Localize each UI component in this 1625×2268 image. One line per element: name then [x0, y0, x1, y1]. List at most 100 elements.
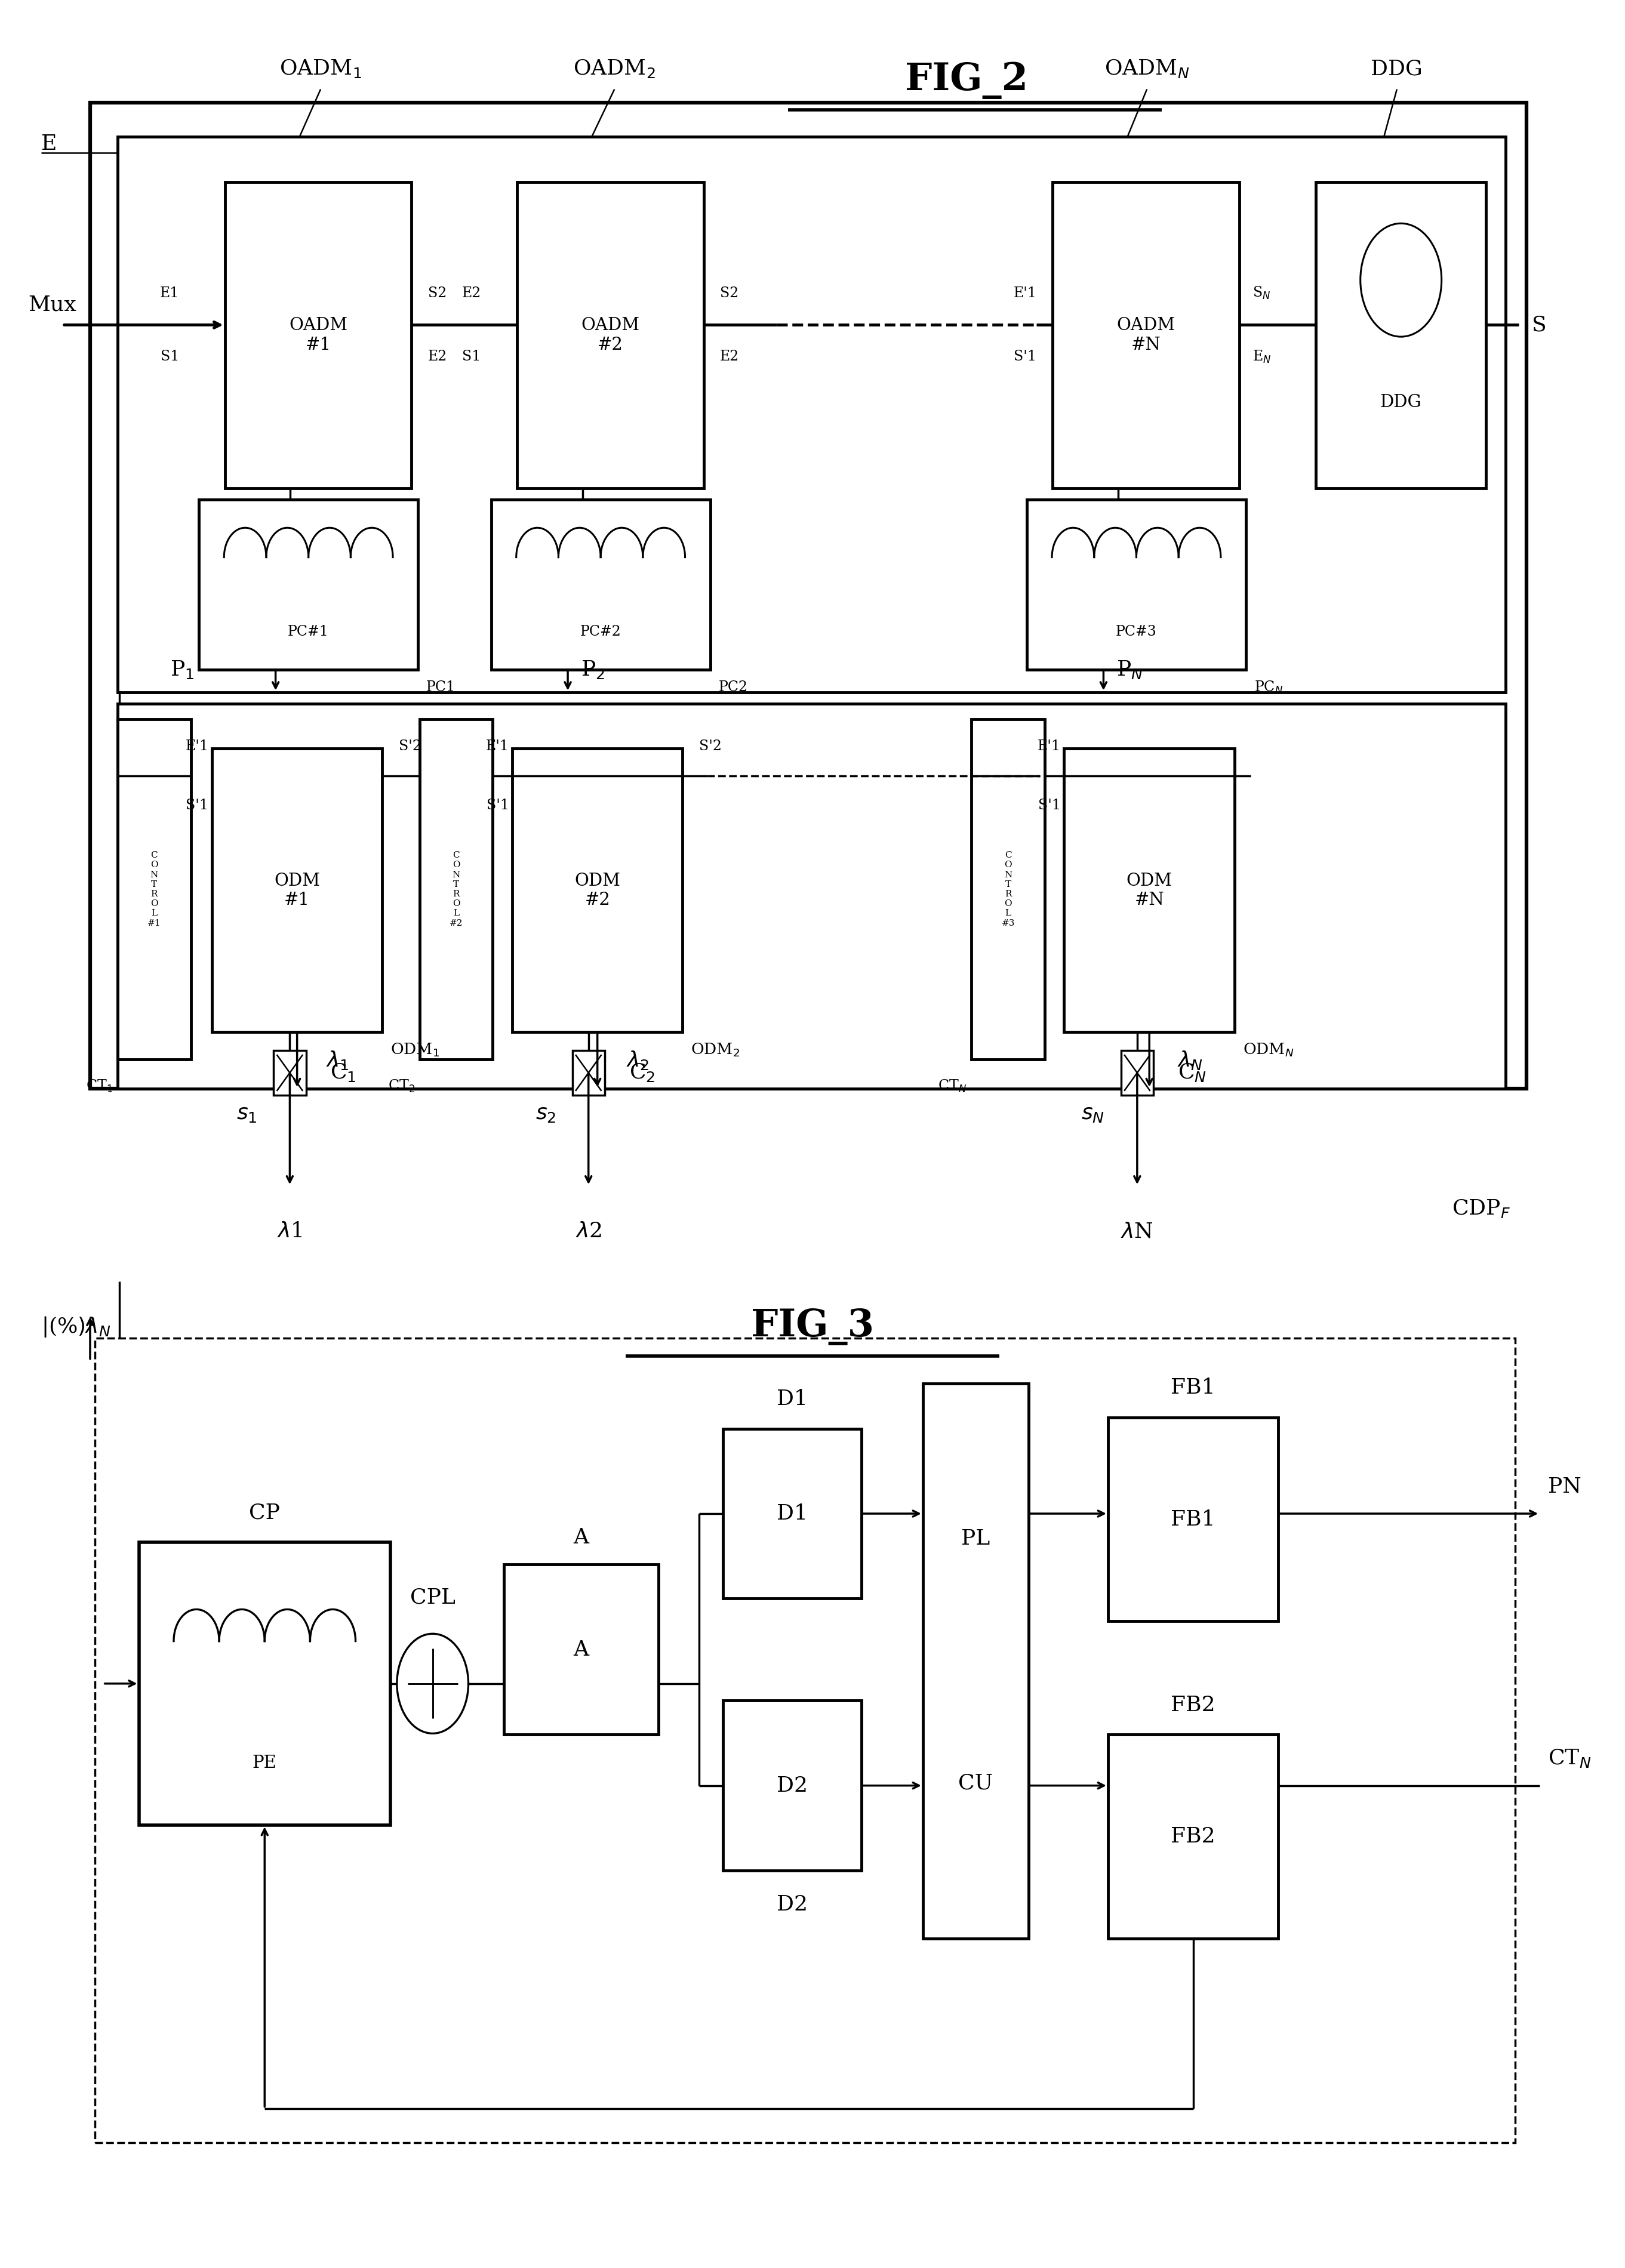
Bar: [517, 181, 704, 488]
Text: P$_2$: P$_2$: [580, 658, 604, 680]
Text: $\mathit{s}_2$: $\mathit{s}_2$: [536, 1105, 556, 1123]
Text: CP: CP: [249, 1501, 280, 1522]
Text: C
O
N
T
R
O
L
#2: C O N T R O L #2: [450, 850, 463, 928]
Bar: [512, 748, 682, 1032]
Text: D1: D1: [777, 1504, 808, 1524]
Bar: [1053, 181, 1240, 488]
Bar: [419, 719, 492, 1059]
Text: E1: E1: [161, 286, 179, 299]
Bar: [198, 499, 418, 669]
Bar: [972, 719, 1045, 1059]
Text: S'1: S'1: [1038, 798, 1061, 812]
Text: |(%$)\lambda_N$: |(%$)\lambda_N$: [41, 1315, 110, 1338]
Bar: [491, 499, 710, 669]
Text: D2: D2: [777, 1776, 808, 1796]
Text: D2: D2: [777, 1894, 808, 1914]
Bar: [1316, 181, 1487, 488]
Text: PC2: PC2: [718, 680, 748, 694]
Text: C$_2$: C$_2$: [629, 1061, 655, 1084]
Text: FB2: FB2: [1172, 1694, 1216, 1715]
Text: OADM$_N$: OADM$_N$: [1105, 59, 1190, 79]
Bar: [723, 1701, 861, 1871]
Text: S'2: S'2: [699, 739, 722, 753]
Text: S'2: S'2: [398, 739, 421, 753]
Text: PC#2: PC#2: [580, 626, 621, 640]
Text: CPL: CPL: [410, 1588, 455, 1608]
Text: $\lambda$N: $\lambda$N: [1121, 1220, 1154, 1241]
Text: E2: E2: [720, 349, 739, 363]
Bar: [94, 1338, 1516, 2143]
Text: ODM
#N: ODM #N: [1126, 873, 1172, 909]
Bar: [117, 719, 190, 1059]
Bar: [1064, 748, 1235, 1032]
Text: Mux: Mux: [28, 295, 76, 315]
Text: S1: S1: [161, 349, 179, 363]
Text: E'1: E'1: [185, 739, 208, 753]
Text: DDG: DDG: [1372, 59, 1424, 79]
Bar: [572, 1050, 604, 1095]
Text: $\mathit{s}_1$: $\mathit{s}_1$: [237, 1105, 257, 1123]
Bar: [1108, 1417, 1279, 1622]
Text: ODM
#1: ODM #1: [275, 873, 320, 909]
Text: FB1: FB1: [1172, 1508, 1216, 1529]
Text: E2: E2: [461, 286, 481, 299]
Text: E$_N$: E$_N$: [1253, 349, 1271, 365]
Text: OADM
#2: OADM #2: [582, 318, 640, 354]
Text: PC1: PC1: [426, 680, 455, 694]
Text: S2: S2: [720, 286, 739, 299]
Text: P$_1$: P$_1$: [171, 658, 193, 680]
Text: OADM$_1$: OADM$_1$: [280, 59, 362, 79]
Text: FB2: FB2: [1172, 1826, 1216, 1846]
Text: ODM$_N$: ODM$_N$: [1243, 1041, 1294, 1059]
Text: $\lambda_2$: $\lambda_2$: [627, 1050, 650, 1070]
Text: S1: S1: [461, 349, 481, 363]
Text: OADM
#1: OADM #1: [289, 318, 348, 354]
Text: S2: S2: [427, 286, 447, 299]
Text: C$_1$: C$_1$: [330, 1061, 356, 1084]
Text: E: E: [41, 134, 57, 154]
Bar: [211, 748, 382, 1032]
Text: C
O
N
T
R
O
L
#3: C O N T R O L #3: [1001, 850, 1014, 928]
Text: S: S: [1532, 315, 1547, 336]
Text: A: A: [574, 1640, 588, 1660]
Bar: [504, 1565, 658, 1735]
Text: ODM$_1$: ODM$_1$: [390, 1041, 439, 1059]
Text: S'1: S'1: [185, 798, 208, 812]
Text: CDP$_F$: CDP$_F$: [1453, 1198, 1511, 1220]
Text: PN: PN: [1549, 1476, 1581, 1497]
Text: C$_N$: C$_N$: [1178, 1061, 1206, 1084]
Text: $\lambda_N$: $\lambda_N$: [1176, 1050, 1202, 1070]
Text: OADM$_2$: OADM$_2$: [574, 59, 655, 79]
Bar: [723, 1429, 861, 1599]
Text: PE: PE: [252, 1755, 276, 1771]
Bar: [89, 102, 1528, 1089]
Bar: [224, 181, 411, 488]
Text: S$_N$: S$_N$: [1253, 286, 1271, 302]
Text: E2: E2: [427, 349, 447, 363]
Text: PC#3: PC#3: [1116, 626, 1157, 640]
Bar: [117, 136, 1506, 692]
Text: ODM$_2$: ODM$_2$: [691, 1041, 739, 1059]
Text: PC#1: PC#1: [288, 626, 328, 640]
Bar: [923, 1383, 1029, 1939]
Text: C
O
N
T
R
O
L
#1: C O N T R O L #1: [148, 850, 161, 928]
Bar: [1027, 499, 1246, 669]
Text: PC$_N$: PC$_N$: [1254, 680, 1282, 696]
Text: $\lambda$2: $\lambda$2: [575, 1220, 601, 1241]
Text: CT$_N$: CT$_N$: [938, 1080, 967, 1093]
Bar: [1121, 1050, 1154, 1095]
Text: A: A: [574, 1526, 588, 1547]
Text: FB1: FB1: [1172, 1377, 1216, 1397]
Text: E'1: E'1: [486, 739, 509, 753]
Bar: [138, 1542, 390, 1826]
Text: P$_N$: P$_N$: [1116, 658, 1144, 680]
Text: S'1: S'1: [486, 798, 509, 812]
Text: CT$_1$: CT$_1$: [86, 1080, 112, 1093]
Text: FIG_3: FIG_3: [751, 1309, 874, 1345]
Text: PL: PL: [962, 1529, 990, 1549]
Text: CT$_N$: CT$_N$: [1549, 1749, 1591, 1769]
Text: FIG_2: FIG_2: [905, 61, 1029, 100]
Text: CT$_2$: CT$_2$: [388, 1080, 414, 1093]
Text: $\mathit{s}_N$: $\mathit{s}_N$: [1081, 1105, 1105, 1123]
Text: D1: D1: [777, 1388, 808, 1408]
